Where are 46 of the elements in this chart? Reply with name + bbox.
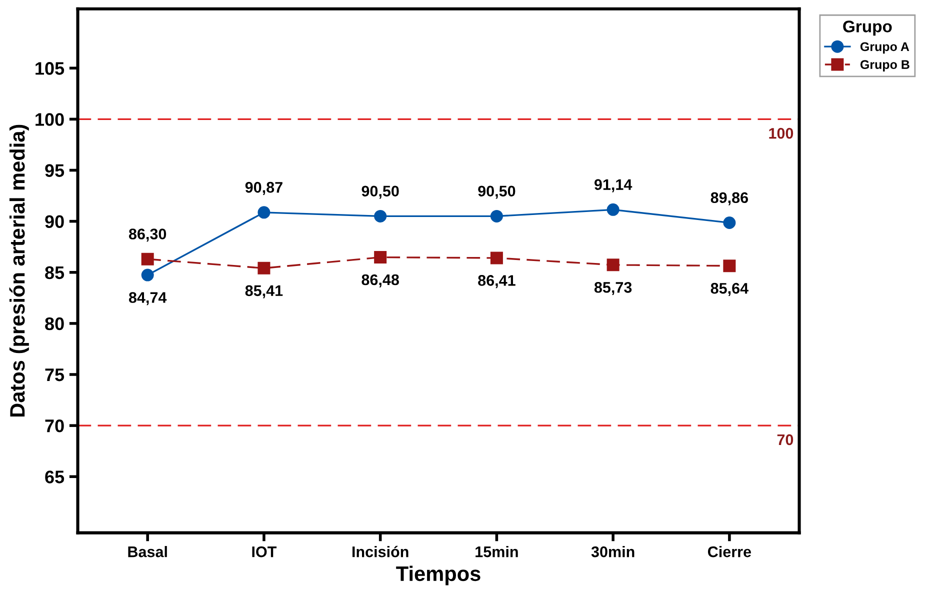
data-label: 85,73 xyxy=(594,282,632,296)
y-tick-label: 65 xyxy=(45,470,64,484)
x-tick-label: 30min xyxy=(591,546,634,558)
data-label: 90,50 xyxy=(362,186,399,199)
y-tick-label: 95 xyxy=(45,164,64,177)
point xyxy=(490,210,503,222)
y-tick-label: 80 xyxy=(45,317,64,330)
data-label: 90,87 xyxy=(245,182,282,195)
y-tick-label: 75 xyxy=(45,368,64,382)
y-tick-label: 100 xyxy=(36,113,64,126)
data-label: 89,86 xyxy=(710,192,748,206)
legend-label: Grupo B xyxy=(860,60,910,72)
ref-line-label: 100 xyxy=(769,128,794,139)
x-axis-title: Tiempos xyxy=(396,566,480,586)
point xyxy=(141,252,154,266)
data-label: 86,48 xyxy=(362,274,399,288)
point xyxy=(141,268,154,282)
data-label: 85,41 xyxy=(245,285,283,298)
point xyxy=(606,258,620,272)
point xyxy=(490,252,503,264)
x-tick-label: Cierre xyxy=(708,546,751,558)
point xyxy=(258,206,270,219)
ref-line-label: 70 xyxy=(777,434,794,446)
data-label: 85,64 xyxy=(710,282,748,296)
y-tick-label: 105 xyxy=(36,62,64,75)
point xyxy=(723,260,736,272)
legend-label: Grupo A xyxy=(860,42,910,54)
data-label: 91,14 xyxy=(594,179,632,192)
point xyxy=(374,210,387,222)
x-tick-label: Basal xyxy=(128,546,167,558)
point xyxy=(723,216,736,229)
y-tick-label: 70 xyxy=(45,420,64,432)
data-label: 86,41 xyxy=(478,275,516,288)
x-tick-label: 15min xyxy=(476,546,518,558)
x-tick-label: Incisión xyxy=(352,546,408,558)
data-label: 90,50 xyxy=(478,186,516,199)
y-tick-label: 85 xyxy=(45,266,64,280)
y-tick-label: 90 xyxy=(45,215,64,228)
data-label: 86,30 xyxy=(128,228,166,242)
data-label: 84,74 xyxy=(128,292,167,306)
x-tick-label: IOT xyxy=(252,546,277,558)
point xyxy=(374,251,387,264)
y-axis-title: Datos (presión arterial media) xyxy=(9,124,29,416)
legend-title: Grupo xyxy=(843,20,892,36)
point xyxy=(606,203,620,216)
point xyxy=(258,262,270,274)
